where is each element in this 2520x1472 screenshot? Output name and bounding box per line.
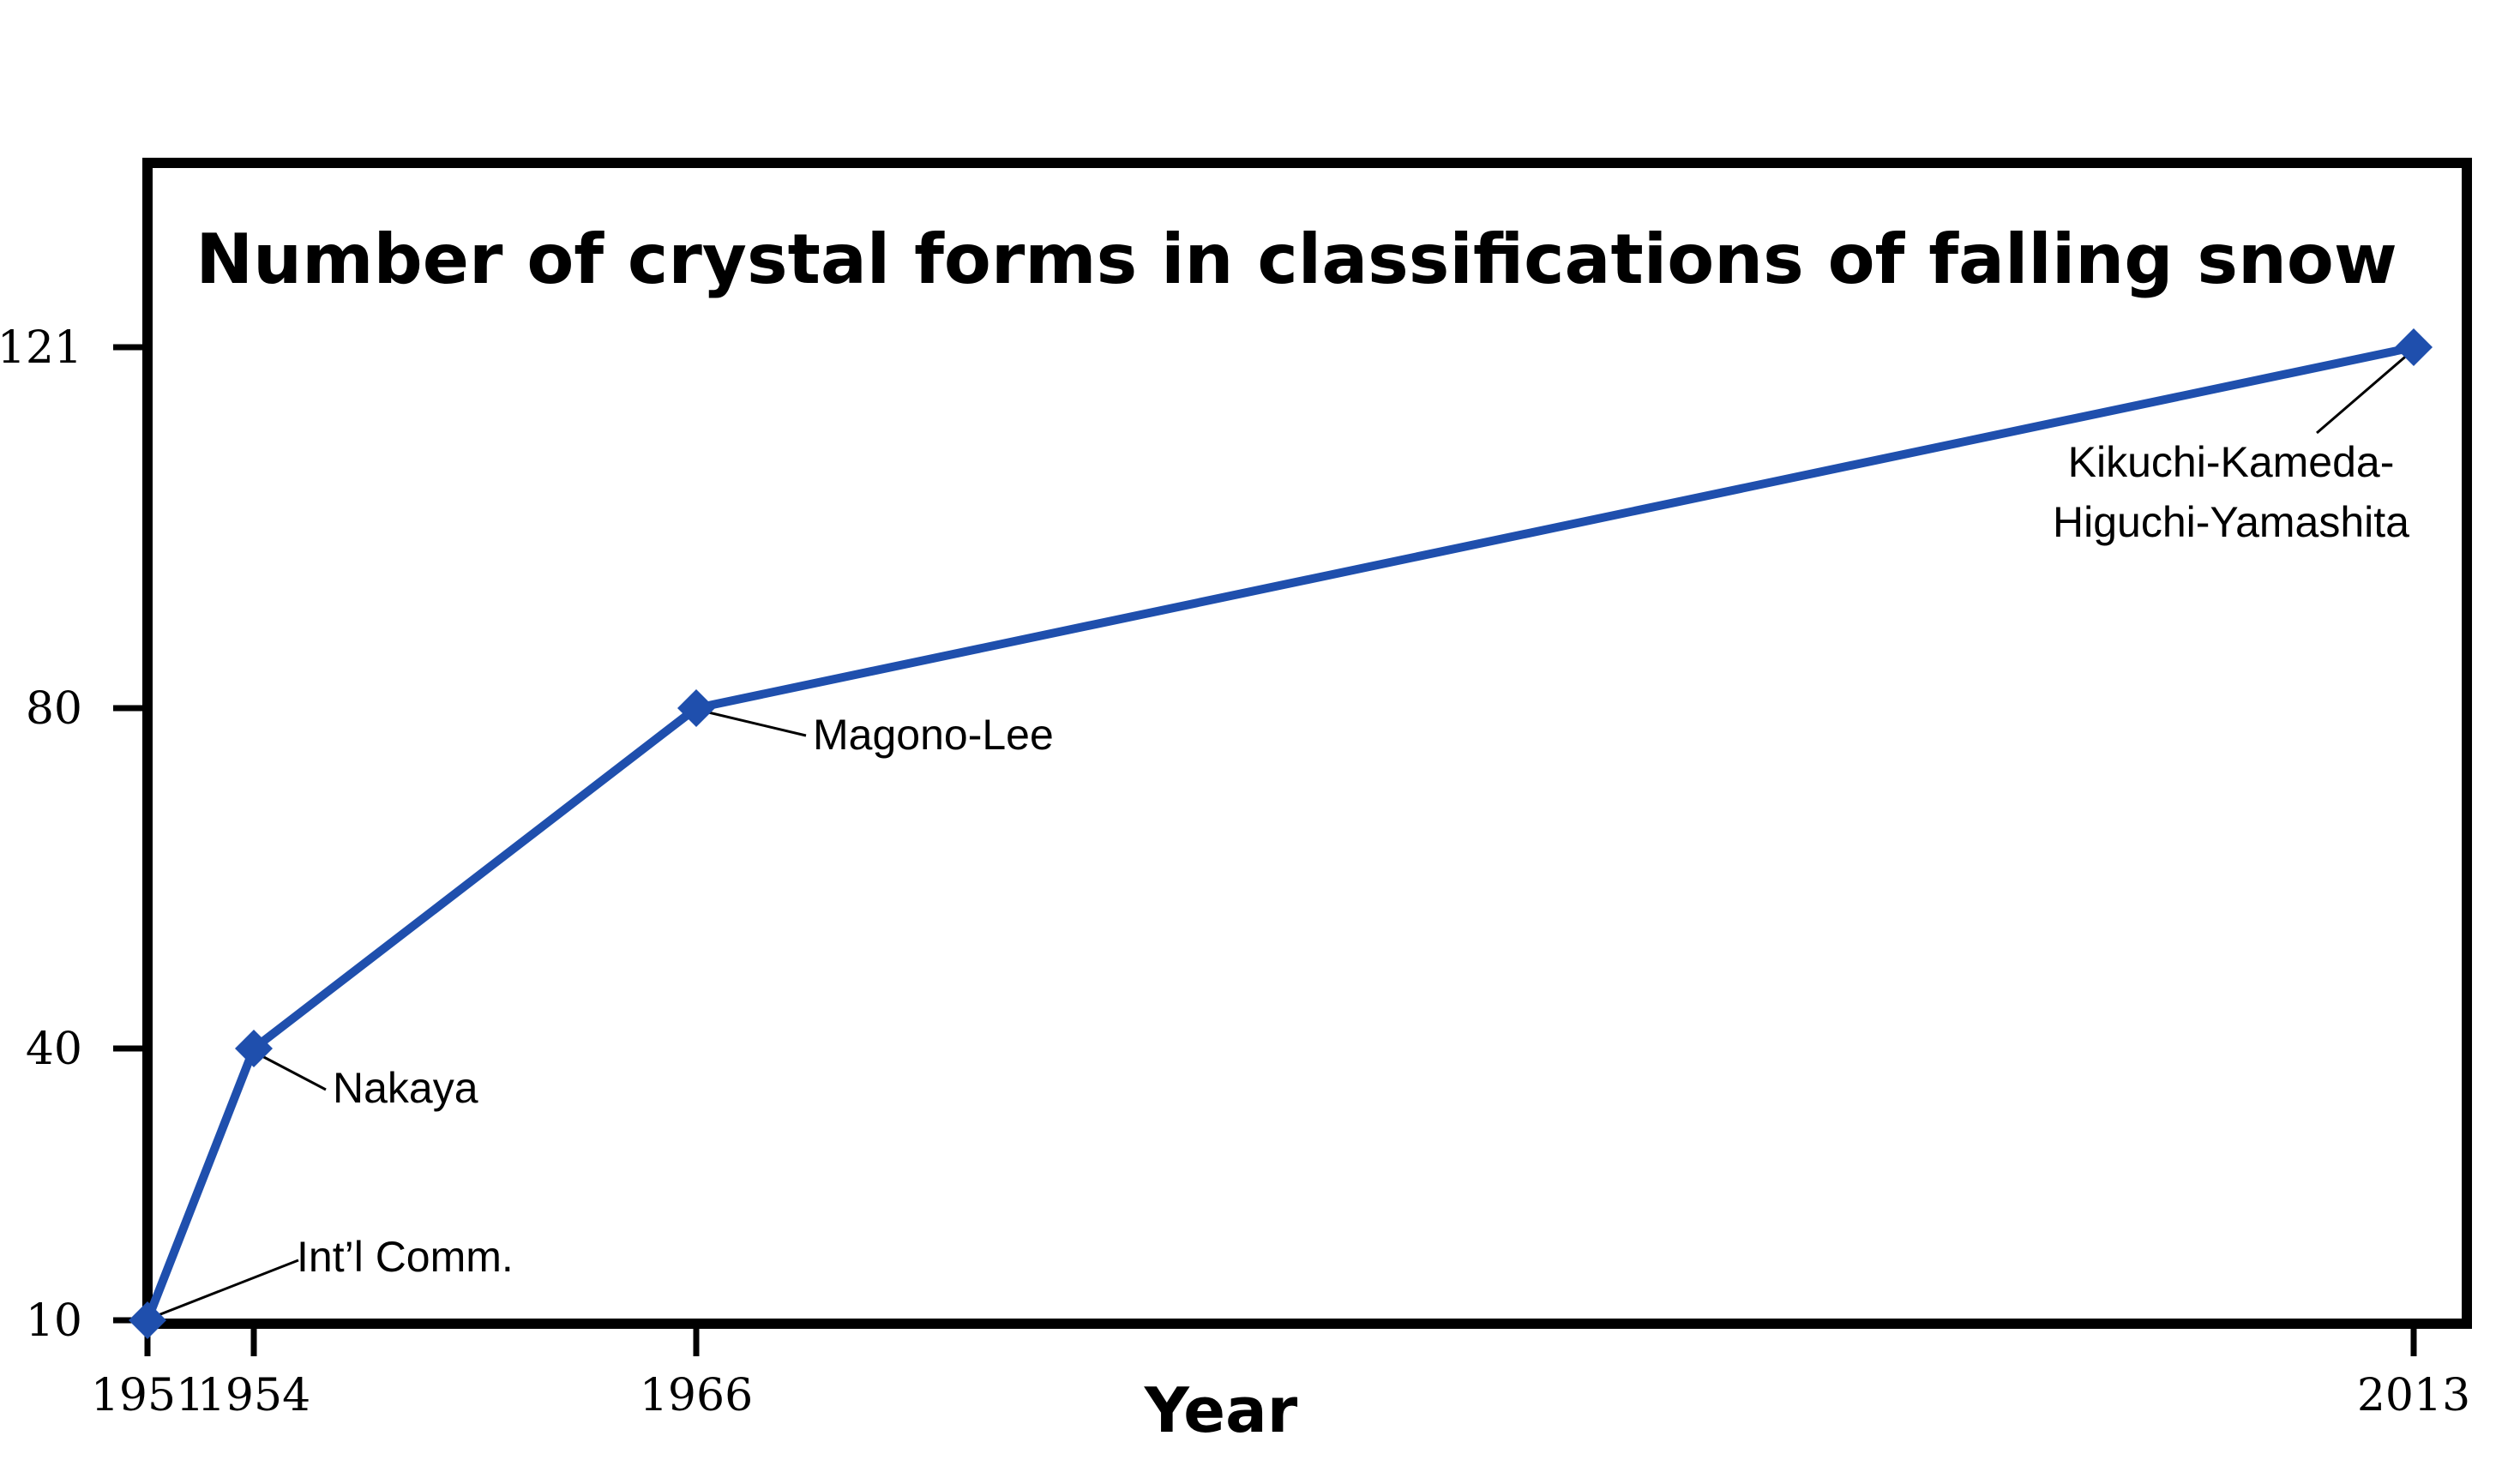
annotations-layer: Int’l Comm. Nakaya Magono-Lee Kikuchi-Kamed… xyxy=(297,438,2409,1281)
annotation-label: Magono-Lee xyxy=(813,711,1054,759)
y-tick-label: 80 xyxy=(26,683,82,735)
data-point-marker xyxy=(2395,328,2433,366)
annotation-label: Higuchi-Yamashita xyxy=(2053,498,2409,546)
x-tick-label: 1951 xyxy=(91,1370,204,1421)
y-tick-label: 10 xyxy=(26,1295,82,1347)
plot-frame xyxy=(142,158,2472,1329)
annotation-label: Kikuchi-Kameda- xyxy=(2068,438,2395,486)
x-tick-label: 2013 xyxy=(2357,1370,2470,1421)
series-line xyxy=(143,343,2415,1322)
data-point-marker xyxy=(677,689,715,727)
x-tick-label: 1954 xyxy=(197,1370,310,1421)
data-point-marker xyxy=(235,1030,273,1067)
x-axis-label: Year xyxy=(1144,1374,1298,1446)
annotation-leader-line xyxy=(2316,351,2410,435)
annotation-leader-line xyxy=(258,1053,327,1091)
y-tick-label: 40 xyxy=(26,1024,82,1075)
annotation-leader-line xyxy=(701,709,807,737)
series-layer xyxy=(129,328,2433,1339)
x-tick-label: 1966 xyxy=(640,1370,753,1421)
y-tick-label: 121 xyxy=(0,322,82,374)
chart-title: Number of crystal forms in classificatio… xyxy=(195,219,2397,299)
data-point-marker xyxy=(129,1301,166,1339)
annotation-leader-line xyxy=(155,1259,299,1318)
annotation-label: Nakaya xyxy=(333,1064,478,1112)
annotation-label: Int’l Comm. xyxy=(297,1233,514,1281)
leader-lines xyxy=(155,351,2410,1318)
